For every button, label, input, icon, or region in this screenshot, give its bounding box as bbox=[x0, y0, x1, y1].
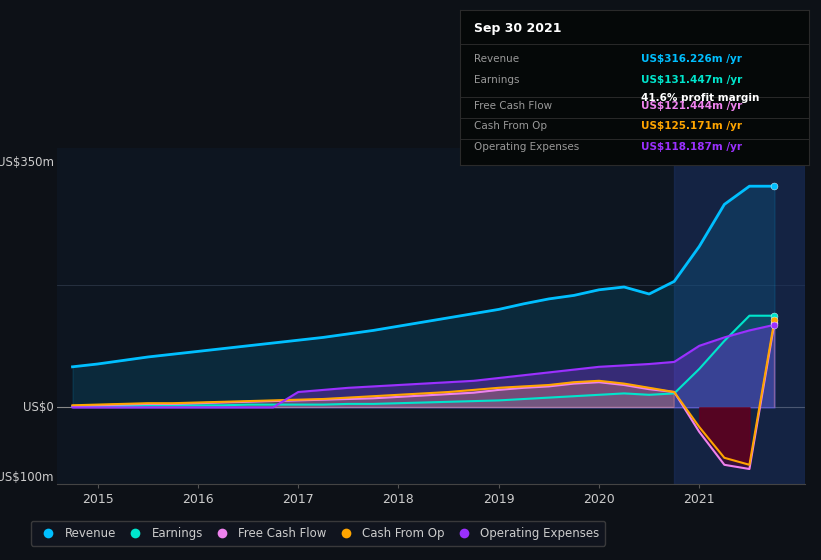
Legend: Revenue, Earnings, Free Cash Flow, Cash From Op, Operating Expenses: Revenue, Earnings, Free Cash Flow, Cash … bbox=[30, 521, 605, 545]
Text: Earnings: Earnings bbox=[474, 74, 519, 85]
Text: Free Cash Flow: Free Cash Flow bbox=[474, 101, 552, 111]
Text: 41.6% profit margin: 41.6% profit margin bbox=[641, 94, 759, 103]
Text: US$121.444m /yr: US$121.444m /yr bbox=[641, 101, 742, 111]
Text: US$118.187m /yr: US$118.187m /yr bbox=[641, 142, 742, 152]
Text: Revenue: Revenue bbox=[474, 54, 519, 64]
Text: -US$100m: -US$100m bbox=[0, 471, 53, 484]
Text: Cash From Op: Cash From Op bbox=[474, 122, 547, 131]
Text: Sep 30 2021: Sep 30 2021 bbox=[474, 22, 562, 35]
Text: Operating Expenses: Operating Expenses bbox=[474, 142, 579, 152]
Text: US$350m: US$350m bbox=[0, 156, 53, 169]
Text: US$125.171m /yr: US$125.171m /yr bbox=[641, 122, 742, 131]
Bar bbox=[674, 148, 805, 484]
Text: US$131.447m /yr: US$131.447m /yr bbox=[641, 74, 742, 85]
Text: US$0: US$0 bbox=[23, 401, 53, 414]
Text: US$316.226m /yr: US$316.226m /yr bbox=[641, 54, 742, 64]
